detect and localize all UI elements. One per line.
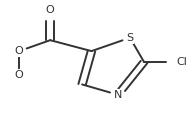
Text: O: O [46,5,55,15]
Text: S: S [126,33,134,43]
Text: O: O [15,70,24,80]
Text: O: O [15,46,24,56]
Text: N: N [114,90,122,100]
Text: Cl: Cl [176,57,187,67]
